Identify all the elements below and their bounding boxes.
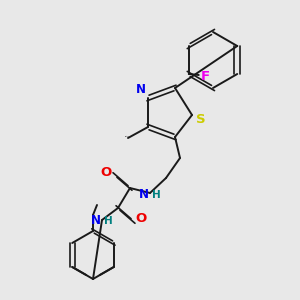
Text: N: N [136, 83, 146, 96]
Text: N: N [139, 188, 149, 202]
Text: H: H [104, 216, 113, 226]
Text: O: O [135, 212, 146, 226]
Text: methyl: methyl [125, 136, 130, 137]
Text: F: F [201, 70, 210, 83]
Text: O: O [101, 167, 112, 179]
Text: S: S [196, 113, 206, 126]
Text: N: N [91, 214, 101, 227]
Text: H: H [152, 190, 161, 200]
